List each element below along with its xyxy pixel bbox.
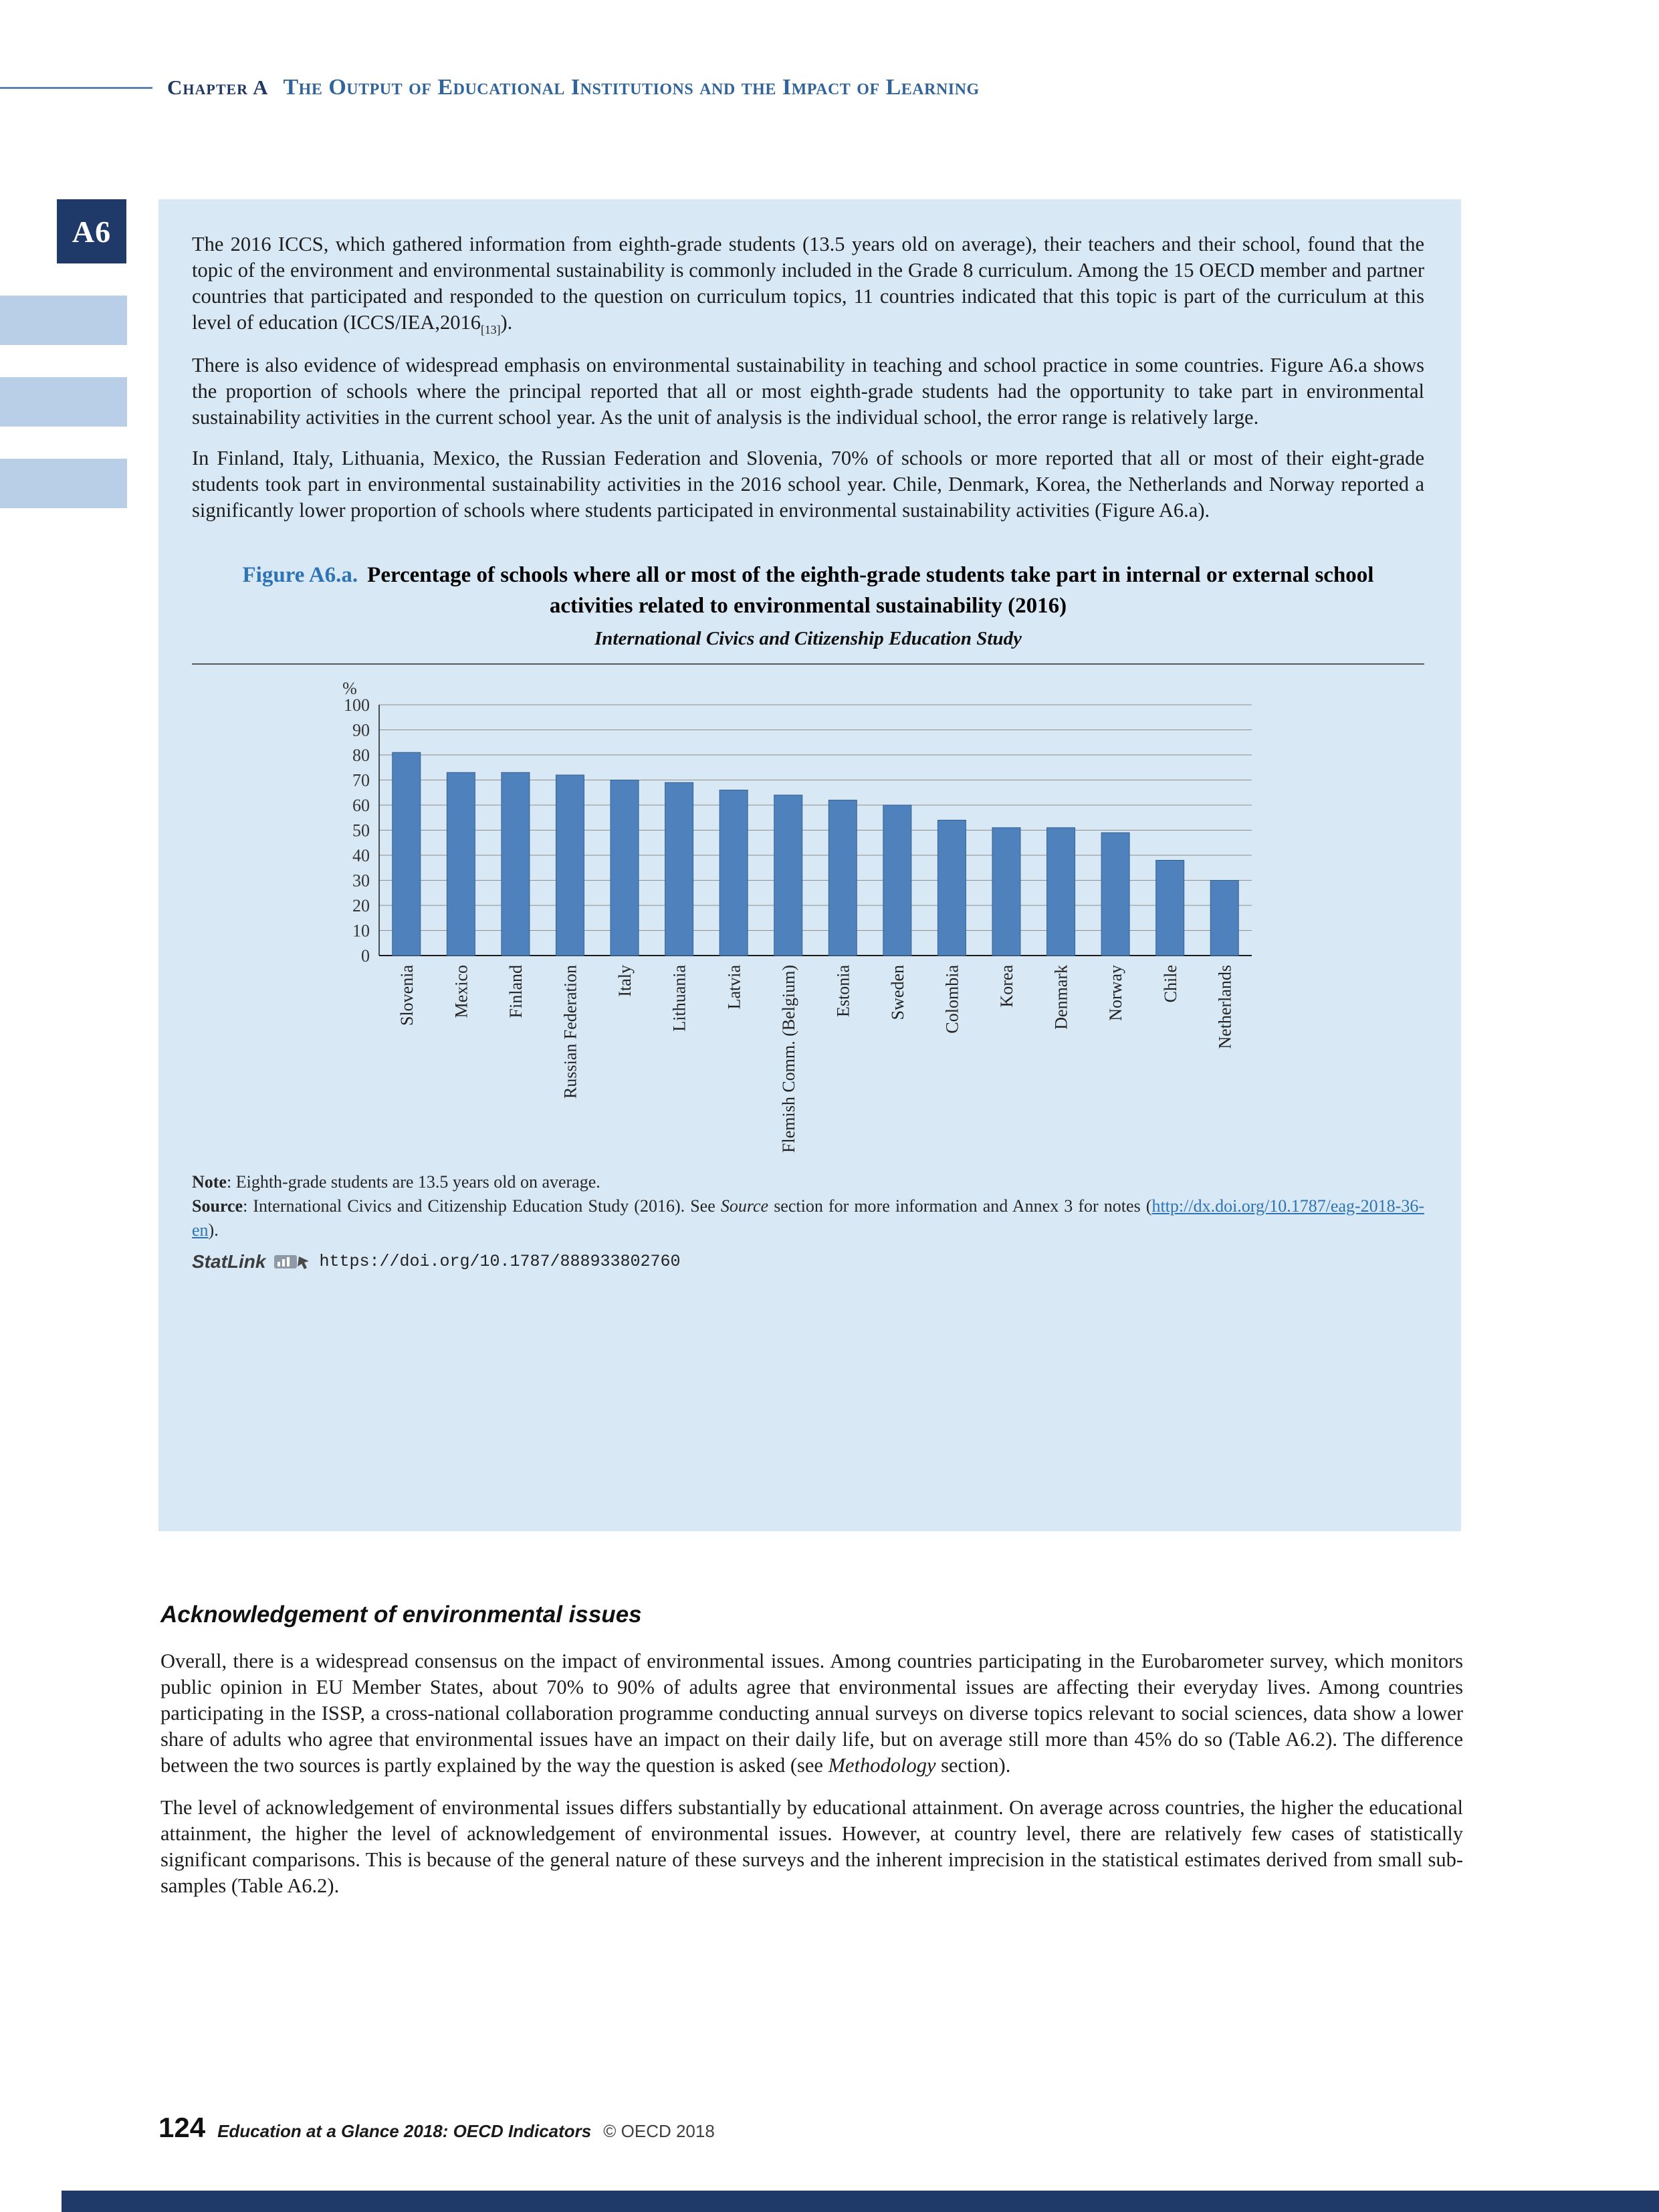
category-label: Mexico [451, 965, 471, 1018]
y-tick-label: 0 [361, 946, 370, 966]
chart-bar [501, 772, 530, 956]
y-tick-label: 20 [352, 896, 370, 915]
chart-bar [1101, 832, 1130, 956]
category-label: Finland [506, 965, 526, 1018]
paragraph-2: There is also evidence of widespread emp… [192, 353, 1424, 429]
paragraph-4-italic: Methodology [828, 1754, 936, 1777]
category-label: Sweden [888, 965, 907, 1020]
y-tick-label: 70 [352, 771, 370, 790]
page-number: 124 [158, 2112, 206, 2143]
footer-copyright: © OECD 2018 [603, 2121, 715, 2141]
chapter-header: Chapter A The Output of Educational Inst… [0, 75, 980, 100]
statlink: StatLink https://doi.org/10.1787/8889338… [192, 1249, 1424, 1275]
figure-title-text: Percentage of schools where all or most … [367, 563, 1374, 618]
bottom-bar [62, 2191, 1659, 2212]
chart-bar [1210, 880, 1239, 956]
category-label: Denmark [1052, 965, 1071, 1030]
chart-bar [555, 774, 584, 956]
figure-note: Note: Eighth-grade students are 13.5 yea… [192, 1170, 1424, 1194]
source-italic: Source [720, 1196, 769, 1216]
category-label: Korea [997, 965, 1016, 1008]
paragraph-4-text: Overall, there is a widespread consensus… [160, 1650, 1463, 1777]
footer-book-title: Education at a Glance 2018: OECD Indicat… [217, 2121, 592, 2141]
highlight-panel: The 2016 ICCS, which gathered informatio… [158, 199, 1461, 1531]
y-tick-label: 10 [352, 921, 370, 941]
y-axis-unit: % [342, 679, 357, 698]
figure-notes: Note: Eighth-grade students are 13.5 yea… [192, 1170, 1424, 1275]
y-tick-label: 80 [352, 746, 370, 765]
statlink-icon [274, 1255, 310, 1269]
page-footer: 124 Education at a Glance 2018: OECD Ind… [158, 2112, 715, 2144]
chart-bar [992, 827, 1021, 956]
citation-ref: [13] [481, 323, 501, 337]
category-label: Norway [1106, 965, 1125, 1021]
y-tick-label: 50 [352, 821, 370, 841]
note-text: : Eighth-grade students are 13.5 years o… [226, 1172, 600, 1192]
chapter-title: The Output of Educational Institutions a… [283, 75, 980, 100]
chart-bar [937, 820, 966, 956]
figure-rule [192, 663, 1424, 665]
category-label: Latvia [724, 965, 744, 1010]
paragraph-1-end: ). [500, 311, 513, 334]
paragraph-5: The level of acknowledgement of environm… [160, 1796, 1463, 1898]
category-label: Netherlands [1215, 965, 1234, 1049]
category-label: Estonia [833, 965, 853, 1017]
category-label: Italy [615, 965, 635, 997]
section-heading: Acknowledgement of environmental issues [160, 1601, 642, 1628]
chart-bar [883, 804, 912, 956]
category-label: Lithuania [670, 965, 689, 1032]
y-tick-label: 30 [352, 871, 370, 891]
y-tick-label: 60 [352, 796, 370, 815]
margin-stripe [0, 296, 127, 345]
paragraph-4-end: section). [935, 1754, 1011, 1777]
source-text-3: ). [208, 1220, 219, 1240]
source-link[interactable]: http://dx.doi.org/10.1787/eag-2018-36-en [192, 1196, 1424, 1240]
paragraph-1-text: The 2016 ICCS, which gathered informatio… [192, 233, 1424, 334]
chart-bar [392, 752, 421, 956]
margin-stripe [0, 377, 127, 427]
figure-title: Figure A6.a. Percentage of schools where … [219, 560, 1398, 621]
paragraph-4: Overall, there is a widespread consensus… [160, 1648, 1463, 1779]
section-tab-a6: A6 [57, 199, 126, 263]
figure-title-block: Figure A6.a. Percentage of schools where … [192, 560, 1424, 665]
category-label: Flemish Comm. (Belgium) [779, 965, 798, 1153]
y-tick-label: 90 [352, 721, 370, 740]
figure-source: Source: International Civics and Citizen… [192, 1194, 1424, 1242]
chart-bar [1046, 827, 1076, 956]
chapter-label: Chapter A [167, 76, 269, 99]
note-label: Note [192, 1172, 227, 1192]
source-text-2: section for more information and Annex 3… [768, 1196, 1152, 1216]
source-text-1: : International Civics and Citizenship E… [243, 1196, 721, 1216]
figure-label: Figure A6.a. [242, 563, 358, 587]
category-label: Colombia [943, 965, 962, 1034]
chart-bar [610, 780, 639, 956]
category-label: Chile [1161, 965, 1180, 1002]
chart-bar [828, 800, 857, 956]
body-section: Acknowledgement of environmental issues … [160, 1601, 1463, 1915]
chart-bar [774, 794, 803, 956]
category-label: Slovenia [397, 965, 417, 1026]
category-label: Russian Federation [561, 965, 580, 1099]
chart-bar [719, 790, 748, 956]
statlink-url-link[interactable]: https://doi.org/10.1787/888933802760 [319, 1251, 681, 1271]
source-label: Source [192, 1196, 243, 1216]
header-rule [0, 86, 152, 89]
paragraph-3: In Finland, Italy, Lithuania, Mexico, th… [192, 446, 1424, 522]
chart-bar [446, 772, 475, 956]
figure-subtitle: International Civics and Citizenship Edu… [594, 628, 1022, 650]
y-tick-label: 100 [344, 695, 370, 715]
paragraph-1: The 2016 ICCS, which gathered informatio… [192, 231, 1424, 338]
chart-bar [1155, 860, 1185, 956]
margin-stripe [0, 459, 127, 508]
statlink-label: StatLink [192, 1250, 266, 1272]
y-tick-label: 40 [352, 846, 370, 865]
figure-chart: 0 10 20 30 40 50 60 70 80 90 100% Slovenia Mexico Fin… [342, 679, 1252, 1153]
chart-bar [665, 782, 694, 956]
